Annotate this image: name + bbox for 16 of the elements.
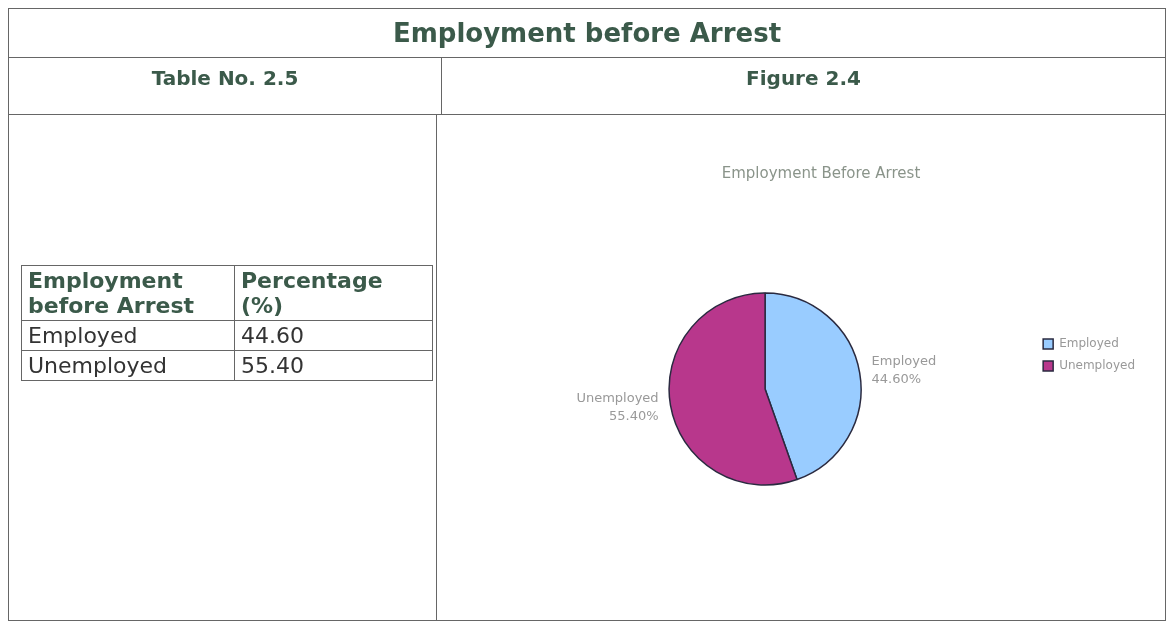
legend-label: Unemployed <box>1059 358 1135 373</box>
slice-label: Unemployed <box>576 389 659 405</box>
slice-label: Employed <box>871 353 937 369</box>
text: 44.60 <box>234 320 433 351</box>
text: Table No. 2.5 <box>9 58 442 114</box>
chart-title: Employment before Arrest <box>9 9 1165 58</box>
category-label: Employed <box>28 323 138 348</box>
data-label: 55.40% <box>609 407 659 423</box>
text: Employment before Arrest <box>21 265 235 321</box>
chart-subtitle: Employment Before Arrest <box>721 163 921 182</box>
text: 55.40 <box>234 350 433 381</box>
category-label: Unemployed <box>28 353 168 378</box>
data-label: 44.60% <box>871 371 922 387</box>
legend-label: Employed <box>1059 336 1119 351</box>
caption: Figure 2.4 <box>745 65 862 92</box>
text: Percentage (%) <box>234 265 433 321</box>
